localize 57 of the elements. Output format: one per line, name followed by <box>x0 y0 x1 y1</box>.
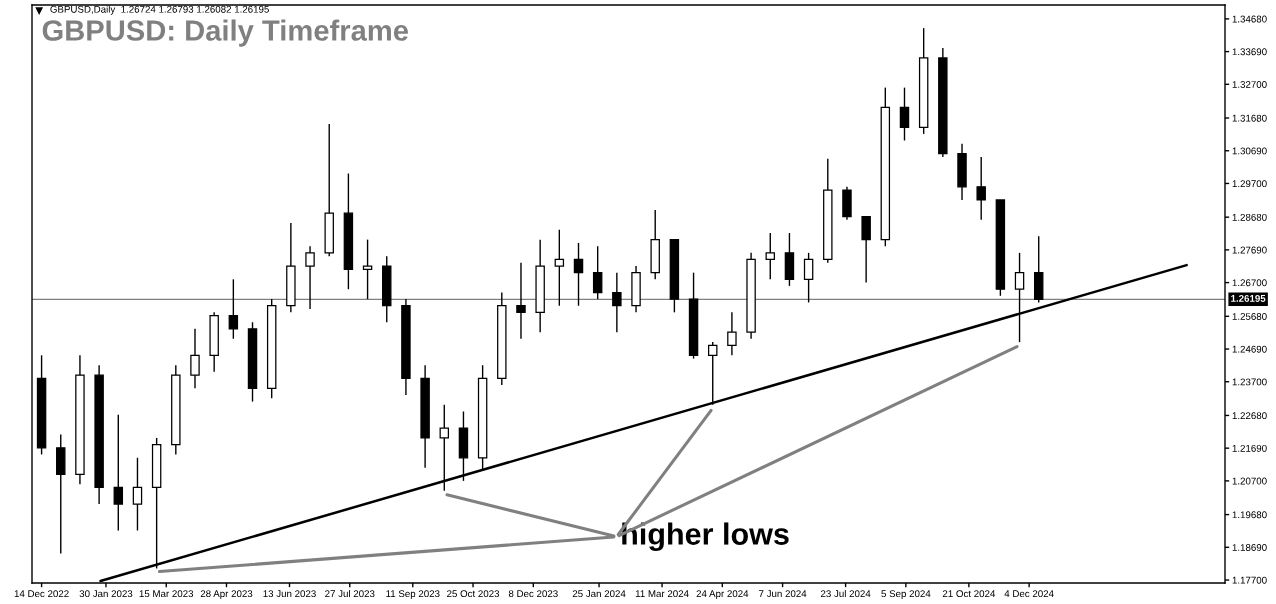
y-tick-label: 1.26700 <box>1232 279 1267 287</box>
x-tick-label: 21 Oct 2024 <box>942 590 996 598</box>
x-tick-label: 28 Apr 2023 <box>200 590 253 600</box>
x-tick-label: 13 Jun 2023 <box>263 590 316 598</box>
candlestick <box>861 215 871 284</box>
candlestick <box>113 414 124 532</box>
x-tick-label: 11 Mar 2024 <box>635 590 689 598</box>
y-tick-label: 1.29700 <box>1232 180 1267 188</box>
x-tick-label: 23 Jul 2024 <box>820 589 871 598</box>
y-tick-label: 1.19680 <box>1232 511 1267 519</box>
y-tick-label: 1.17700 <box>1232 576 1267 584</box>
x-tick-label: 7 Jun 2024 <box>759 590 807 598</box>
y-tick-label: 1.32700 <box>1232 81 1267 88</box>
y-tick-label: 1.33690 <box>1232 48 1267 56</box>
candlestick <box>190 328 200 390</box>
x-tick-label: 30 Jan 2023 <box>79 590 133 598</box>
y-tick-label: 1.25680 <box>1232 313 1267 320</box>
y-tick-label: 1.18690 <box>1232 544 1267 551</box>
candlestick <box>516 262 526 340</box>
candlestick <box>765 232 775 280</box>
y-tick-label: 1.28680 <box>1232 213 1267 221</box>
y-tick-label: 1.30690 <box>1232 147 1267 155</box>
x-tick-label: 8 Dec 2023 <box>508 590 558 598</box>
y-tick-label: 1.34680 <box>1232 15 1267 23</box>
candlestick <box>976 156 986 221</box>
candlestick <box>592 245 603 300</box>
x-tick-label: 25 Jan 2024 <box>572 590 626 598</box>
candlestick <box>305 245 315 310</box>
x-tick-label: 24 Apr 2024 <box>696 590 749 600</box>
candlestick <box>439 404 450 492</box>
candlestick <box>899 86 910 142</box>
candlestick <box>362 238 373 300</box>
ref-line-label: 1.26195 <box>1231 295 1266 302</box>
candlestick <box>573 242 584 307</box>
y-tick-label: 1.23700 <box>1232 378 1267 386</box>
x-tick-label: 15 Mar 2023 <box>139 590 194 598</box>
candlestick <box>727 311 737 356</box>
y-tick-label: 1.22680 <box>1232 412 1267 420</box>
x-tick-label: 5 Sep 2024 <box>881 590 931 600</box>
y-tick-label: 1.27690 <box>1232 246 1267 254</box>
candlestick <box>228 278 239 340</box>
candlestick <box>132 457 143 532</box>
chart-subtitle: GBPUSD,Daily 1.26724 1.26793 1.26082 1.26195 <box>50 5 269 15</box>
y-tick-label: 1.21690 <box>1232 444 1267 452</box>
chart-title: GBPUSD: Daily Timeframe <box>42 19 408 47</box>
x-tick-label: 25 Oct 2023 <box>447 590 500 598</box>
candlestick <box>708 341 718 406</box>
y-tick-label: 1.24690 <box>1232 345 1267 353</box>
candlestick <box>554 229 565 307</box>
x-tick-label: 11 Sep 2023 <box>386 590 440 600</box>
y-tick-label: 1.20700 <box>1232 477 1267 485</box>
x-tick-label: 4 Dec 2024 <box>1004 590 1054 598</box>
candlestick <box>612 271 622 333</box>
candlestick <box>803 252 814 304</box>
x-tick-label: 27 Jul 2023 <box>325 589 375 598</box>
y-tick-label: 1.31680 <box>1232 114 1267 122</box>
x-tick-label: 14 Dec 2022 <box>14 590 69 598</box>
